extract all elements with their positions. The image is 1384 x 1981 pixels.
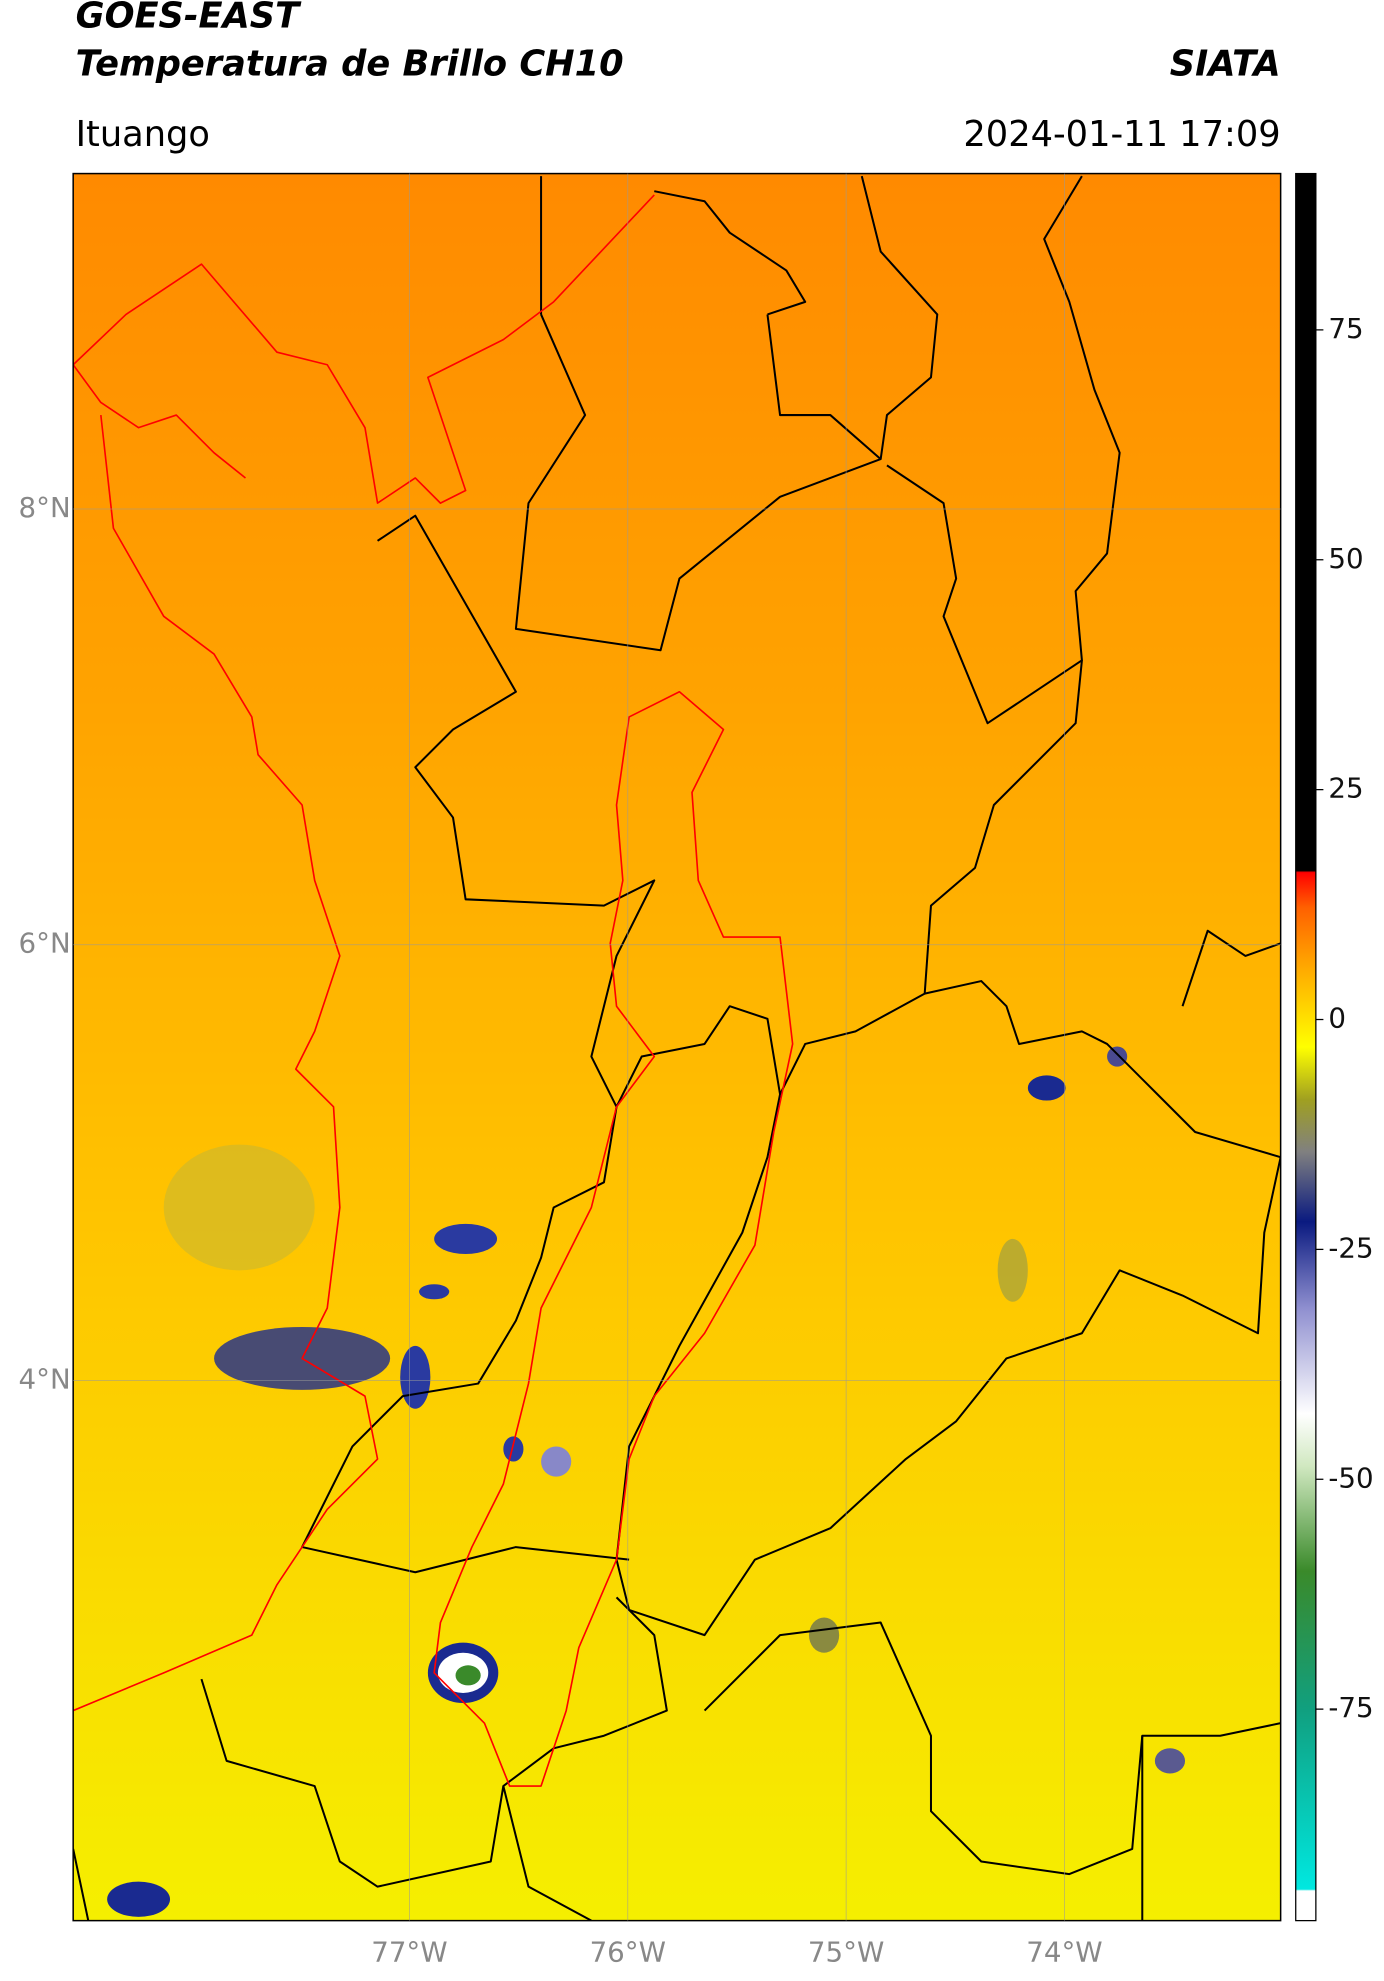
- colorbar: [1295, 172, 1317, 1922]
- colorbar-tick-label: 75: [1328, 312, 1363, 345]
- map-frame: [72, 172, 1282, 1922]
- lon-tick-label: 76°W: [590, 1935, 666, 1968]
- colorbar-tick-label: -50: [1328, 1461, 1373, 1494]
- location: Ituango: [76, 114, 210, 155]
- datetime: 2024-01-11 17:09: [963, 114, 1280, 155]
- title: GOES-EAST: [76, 0, 302, 37]
- lat-tick-label: 8°N: [19, 491, 71, 524]
- lon-tick-label: 75°W: [808, 1935, 884, 1968]
- lat-tick-label: 4°N: [19, 1362, 71, 1395]
- brand: SIATA: [1170, 43, 1281, 84]
- lat-tick-label: 6°N: [19, 927, 71, 960]
- lon-tick-label: 74°W: [1026, 1935, 1102, 1968]
- colorbar-tick-label: -75: [1328, 1691, 1373, 1724]
- lon-tick-label: 77°W: [371, 1935, 447, 1968]
- colorbar-tick-label: 25: [1328, 772, 1363, 805]
- colorbar-tick-label: 0: [1328, 1002, 1346, 1035]
- map-background: [73, 173, 1281, 1921]
- colorbar-tick-label: 50: [1328, 542, 1363, 575]
- coastline: [73, 194, 794, 1787]
- subtitle: Temperatura de Brillo CH10: [76, 43, 624, 84]
- colorbar-tick-label: -25: [1328, 1231, 1373, 1264]
- map: [73, 173, 1281, 1921]
- clouds: [107, 1046, 1186, 1917]
